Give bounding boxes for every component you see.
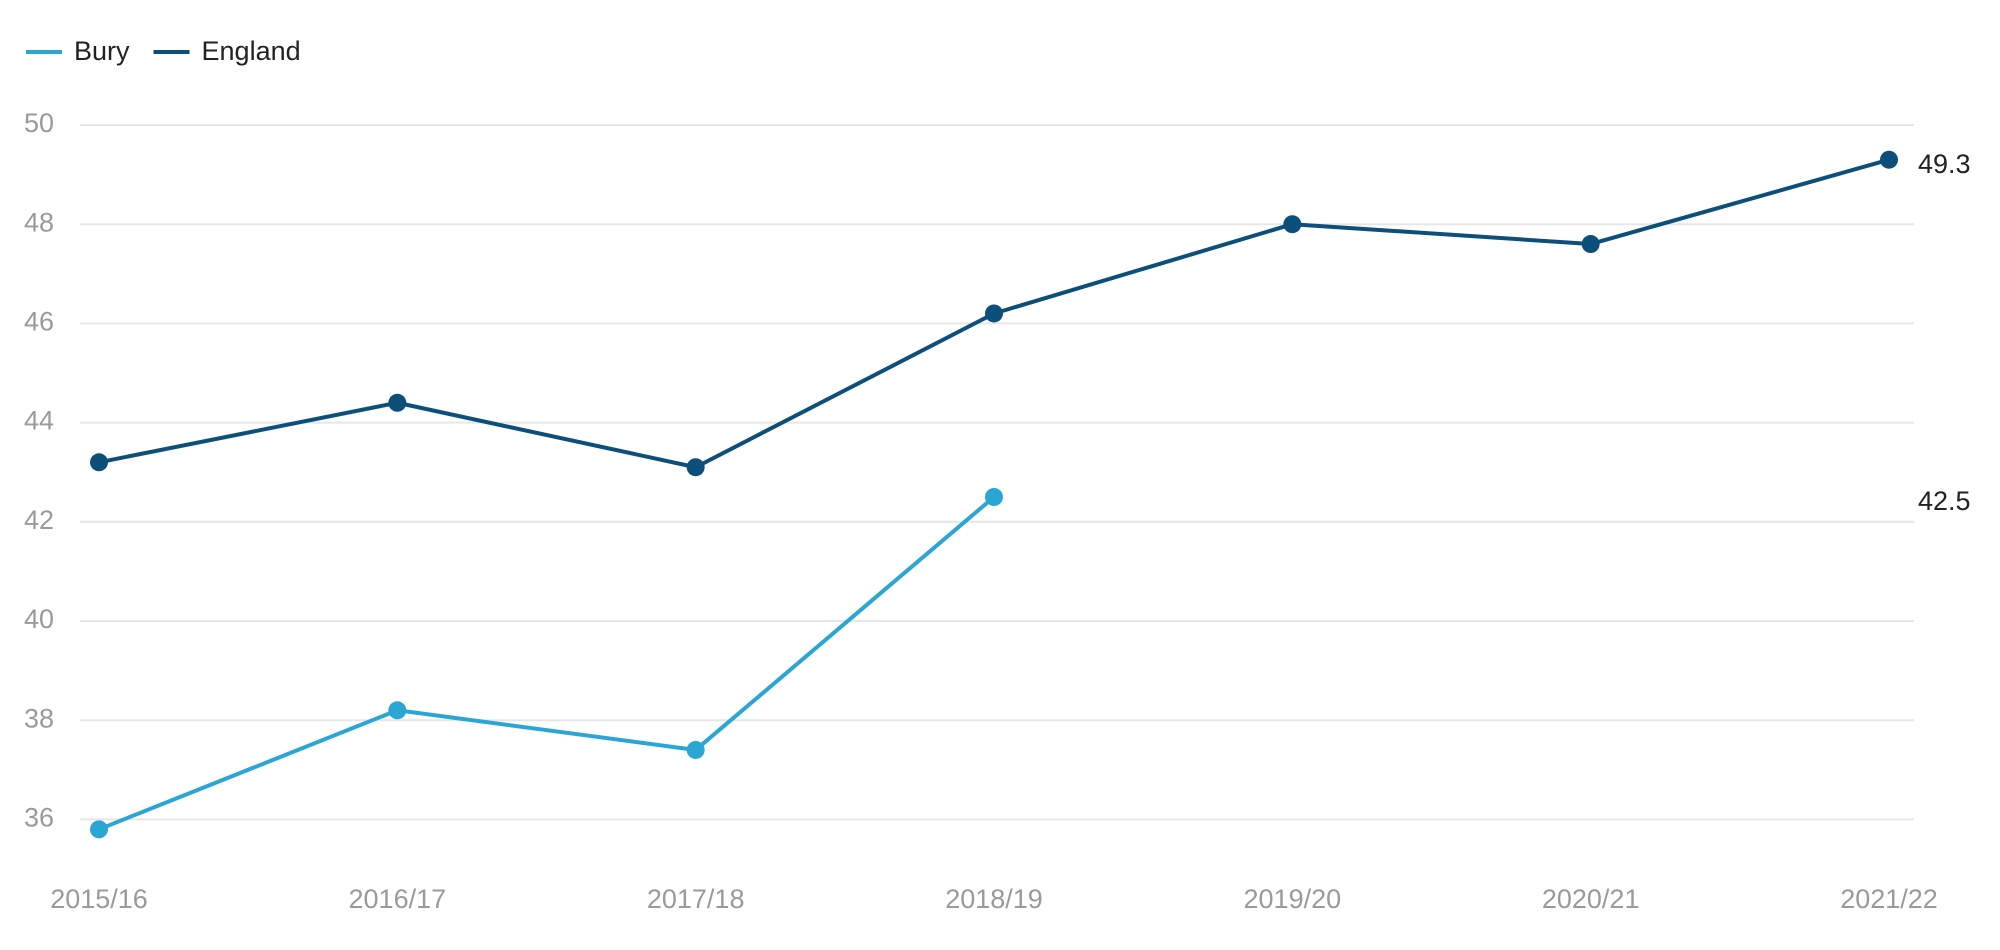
x-tick-label: 2016/17: [349, 884, 447, 914]
x-tick-label: 2020/21: [1542, 884, 1640, 914]
data-point: [1581, 235, 1600, 254]
x-tick-label: 2021/22: [1840, 884, 1938, 914]
y-tick-label: 44: [24, 406, 54, 436]
data-point: [985, 304, 1003, 323]
y-tick-label: 42: [24, 505, 54, 535]
x-tick-label: 2019/20: [1244, 884, 1342, 914]
data-point: [686, 458, 705, 477]
legend-label: Bury: [74, 36, 130, 66]
data-point: [686, 740, 705, 759]
data-point: [1880, 150, 1898, 169]
y-tick-label: 46: [24, 307, 54, 337]
data-point: [90, 453, 108, 472]
data-point: [90, 820, 108, 839]
y-tick-label: 38: [24, 703, 54, 733]
x-tick-label: 2017/18: [647, 884, 745, 914]
data-point: [985, 488, 1003, 506]
y-tick-label: 40: [24, 604, 54, 634]
y-tick-label: 36: [24, 803, 54, 833]
x-tick-label: 2018/19: [945, 884, 1043, 914]
data-point: [388, 701, 407, 720]
x-tick-label: 2015/16: [50, 884, 148, 914]
data-label: 49.3: [1918, 149, 1971, 179]
data-point: [388, 393, 407, 412]
legend-label: England: [202, 36, 301, 66]
series-line: [98, 495, 996, 832]
y-tick-label: 48: [24, 207, 54, 237]
data-point: [1283, 215, 1302, 234]
data-label: 42.5: [1918, 486, 1971, 516]
y-tick-label: 50: [24, 108, 54, 138]
